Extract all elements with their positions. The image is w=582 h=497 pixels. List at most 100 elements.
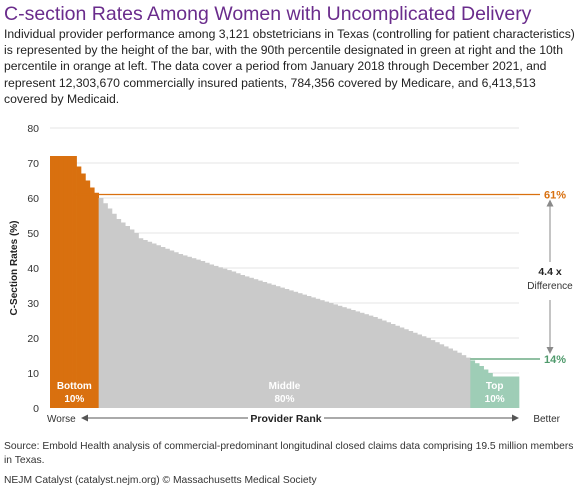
bar: [125, 226, 130, 408]
bar: [156, 245, 161, 408]
bar: [54, 156, 60, 408]
difference-arrow-up-head: [546, 199, 554, 207]
bar: [377, 318, 383, 408]
bar: [452, 350, 458, 408]
chart-title: C-section Rates Among Women with Uncompl…: [4, 3, 532, 25]
bar: [324, 301, 330, 408]
bar: [510, 376, 515, 408]
bar: [165, 248, 170, 408]
bar: [408, 331, 414, 408]
group-share-middle: 80%: [274, 394, 294, 405]
bar: [266, 283, 272, 408]
bar: [138, 238, 144, 408]
bar: [271, 284, 276, 408]
bar: [319, 300, 325, 408]
difference-arrow-down-head: [546, 347, 554, 354]
x-left-label: Worse: [47, 414, 76, 425]
bar: [111, 213, 117, 408]
bar: [342, 307, 347, 408]
y-tick-label: 50: [27, 228, 39, 240]
bar: [196, 259, 201, 408]
bar: [275, 286, 281, 408]
bar: [94, 192, 100, 408]
bar: [257, 280, 263, 408]
publisher-credit: NEJM Catalyst (catalyst.nejm.org) © Mass…: [4, 475, 317, 486]
bar: [134, 233, 139, 408]
bar: [488, 373, 493, 408]
bar: [302, 294, 307, 408]
bar: [98, 198, 104, 408]
bar: [187, 256, 192, 408]
bar: [169, 250, 175, 408]
y-tick-label: 40: [27, 263, 39, 275]
bar: [58, 156, 64, 408]
group-share-top: 10%: [485, 394, 505, 405]
y-tick-label: 10: [27, 368, 39, 380]
bar: [147, 241, 153, 408]
bar: [280, 287, 285, 408]
p90-line-label: 61%: [544, 190, 566, 202]
bar: [235, 273, 241, 408]
bar: [226, 270, 232, 408]
bar: [505, 376, 511, 408]
bar: [412, 332, 418, 408]
chart-subtitle: Individual provider performance among 3,…: [4, 27, 575, 106]
bar: [443, 346, 449, 408]
difference-value: 4.4 x: [538, 266, 562, 278]
bar: [470, 360, 476, 408]
bar: [209, 264, 215, 408]
difference-label: Difference: [527, 281, 573, 292]
group-label-bottom: Bottom: [57, 381, 92, 392]
bar: [337, 305, 343, 408]
bar: [403, 329, 409, 408]
y-tick-label: 80: [27, 123, 39, 135]
bar: [218, 267, 223, 408]
bar: [514, 376, 520, 408]
bar: [222, 268, 228, 408]
bar: [200, 261, 206, 408]
bar: [434, 342, 440, 408]
bar: [328, 303, 334, 408]
y-tick-label: 60: [27, 193, 39, 205]
bar: [173, 252, 179, 408]
bar: [479, 366, 484, 408]
bar: [439, 344, 445, 408]
bar: [204, 262, 210, 408]
bar: [399, 327, 405, 408]
bar: [116, 219, 122, 408]
bar: [368, 315, 374, 408]
bar: [288, 290, 294, 408]
bar: [160, 247, 166, 408]
bar: [244, 276, 250, 408]
bar: [381, 320, 387, 408]
bar: [346, 308, 352, 408]
bar: [350, 310, 356, 408]
bar: [72, 156, 77, 408]
bar: [474, 363, 480, 408]
bar: [85, 180, 91, 408]
bar: [253, 279, 259, 408]
bar: [80, 173, 86, 408]
bar: [151, 243, 157, 408]
bar: [492, 376, 498, 408]
bar: [421, 336, 427, 408]
bar: [178, 254, 184, 408]
bar: [63, 156, 69, 408]
bar: [297, 293, 303, 408]
x-arrow-left-head: [81, 414, 88, 422]
source-note: Source: Embold Health analysis of commer…: [4, 441, 574, 466]
group-share-bottom: 10%: [64, 394, 84, 405]
bar: [89, 187, 95, 408]
bar: [262, 282, 268, 408]
x-arrow-right-head: [512, 414, 519, 422]
bar: [483, 369, 489, 408]
bar: [496, 376, 502, 408]
bar: [293, 291, 299, 408]
bar: [395, 325, 400, 408]
group-label-top: Top: [486, 381, 504, 392]
bar: [465, 357, 471, 408]
bar: [355, 311, 361, 408]
bar: [386, 322, 392, 408]
bar: [372, 317, 378, 408]
bar: [390, 324, 396, 408]
